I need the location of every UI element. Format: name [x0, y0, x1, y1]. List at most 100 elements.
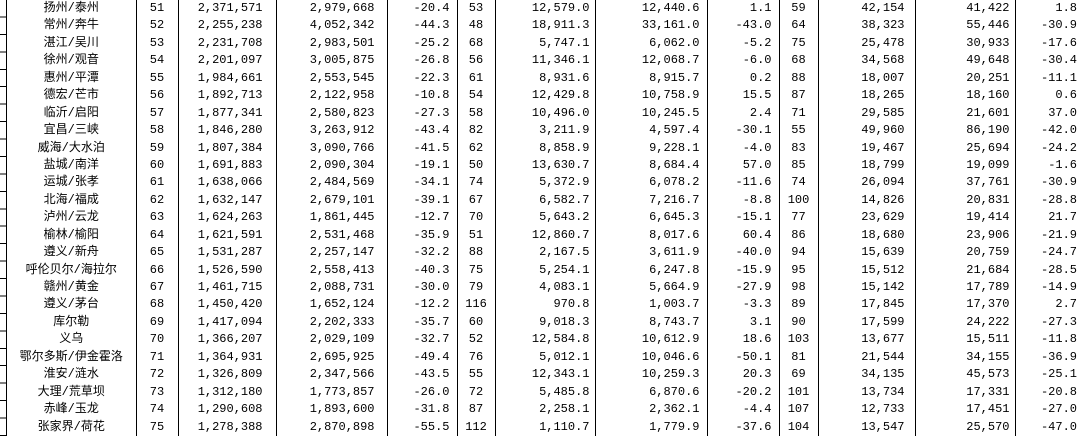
rank-b-cell[interactable]: 55: [457, 366, 496, 384]
metric-a-pct-change-cell[interactable]: -32.2: [387, 244, 458, 262]
rank-a-cell[interactable]: 65: [136, 244, 179, 262]
metric-a-pct-change-cell[interactable]: -32.7: [387, 331, 458, 349]
metric-c-pct-change-cell[interactable]: -47.0: [1040, 419, 1077, 434]
rank-c-cell[interactable]: 74: [779, 174, 819, 192]
metric-c-previous-cell[interactable]: 37,761: [915, 174, 1016, 192]
rank-b-cell[interactable]: 61: [457, 69, 496, 88]
metric-c-pct-change-cell[interactable]: -14.9: [1040, 280, 1077, 294]
metric-b-pct-change-cell[interactable]: -5.2: [707, 34, 780, 53]
rank-b-cell[interactable]: 67: [457, 191, 496, 210]
metric-b-pct-change-cell[interactable]: -40.0: [707, 244, 780, 262]
rank-a-cell[interactable]: 75: [136, 418, 179, 436]
metric-a-pct-change-cell[interactable]: -30.0: [387, 279, 458, 297]
metric-b-current-cell[interactable]: 13,630.7: [495, 156, 596, 175]
metric-a-pct-change-cell[interactable]: -26.0: [387, 383, 458, 402]
metric-a-previous-cell[interactable]: 2,979,668: [276, 0, 388, 18]
metric-c-pct-change-cell[interactable]: -42.0: [1040, 123, 1077, 138]
rank-b-cell[interactable]: 87: [457, 401, 496, 419]
metric-b-pct-change-cell[interactable]: -30.1: [707, 122, 780, 140]
metric-a-previous-cell[interactable]: 2,553,545: [276, 69, 388, 88]
metric-b-current-cell[interactable]: 2,258.1: [495, 401, 596, 419]
rank-b-cell[interactable]: 68: [457, 34, 496, 53]
metric-b-pct-change-cell[interactable]: -37.6: [707, 418, 780, 436]
city-name-cell[interactable]: 徐州/观音: [7, 52, 137, 70]
metric-b-previous-cell[interactable]: 6,645.3: [595, 209, 708, 227]
metric-a-pct-change-cell[interactable]: -43.4: [387, 122, 458, 140]
rank-a-cell[interactable]: 53: [136, 34, 179, 53]
metric-b-previous-cell[interactable]: 8,915.7: [595, 69, 708, 88]
metric-a-current-cell[interactable]: 1,691,883: [178, 156, 277, 175]
metric-c-pct-change-cell[interactable]: 21.7: [1048, 210, 1077, 225]
metric-b-pct-change-cell[interactable]: -43.0: [707, 17, 780, 35]
metric-a-pct-change-cell[interactable]: -22.3: [387, 69, 458, 88]
rank-c-cell[interactable]: 59: [779, 0, 819, 18]
rank-c-cell[interactable]: 87: [779, 87, 819, 105]
metric-a-current-cell[interactable]: 1,312,180: [178, 383, 277, 402]
metric-a-previous-cell[interactable]: 1,861,445: [276, 209, 388, 227]
metric-b-pct-change-cell[interactable]: 0.2: [707, 69, 780, 88]
metric-b-previous-cell[interactable]: 7,216.7: [595, 191, 708, 210]
metric-b-current-cell[interactable]: 9,018.3: [495, 313, 596, 332]
metric-c-pct-change-cell[interactable]: -24.2: [1040, 140, 1077, 155]
rank-a-cell[interactable]: 70: [136, 331, 179, 349]
metric-a-previous-cell[interactable]: 3,090,766: [276, 139, 388, 157]
metric-b-current-cell[interactable]: 1,110.7: [495, 418, 596, 436]
rank-b-cell[interactable]: 74: [457, 174, 496, 192]
city-name-cell[interactable]: 威海/大水泊: [7, 139, 137, 157]
metric-a-current-cell[interactable]: 1,364,931: [178, 348, 277, 367]
metric-a-pct-change-cell[interactable]: -41.5: [387, 139, 458, 157]
city-name-cell[interactable]: 遵义/新舟: [7, 244, 137, 262]
metric-b-pct-change-cell[interactable]: 60.4: [707, 226, 780, 245]
metric-a-pct-change-cell[interactable]: -12.7: [387, 209, 458, 227]
metric-c-current-cell[interactable]: 18,007: [818, 69, 916, 88]
metric-c-previous-cell[interactable]: 25,570: [915, 418, 1016, 436]
metric-c-current-cell[interactable]: 17,599: [818, 313, 916, 332]
rank-b-cell[interactable]: 112: [457, 418, 496, 436]
metric-a-pct-change-cell[interactable]: -35.7: [387, 313, 458, 332]
metric-c-current-cell[interactable]: 21,544: [818, 348, 916, 367]
metric-a-pct-change-cell[interactable]: -40.3: [387, 261, 458, 279]
metric-c-previous-cell[interactable]: 21,601: [915, 104, 1016, 123]
metric-a-previous-cell[interactable]: 2,090,304: [276, 156, 388, 175]
metric-c-previous-cell[interactable]: 55,446: [915, 17, 1016, 35]
metric-a-previous-cell[interactable]: 1,773,857: [276, 383, 388, 402]
rank-c-cell[interactable]: 64: [779, 17, 819, 35]
rank-a-cell[interactable]: 72: [136, 366, 179, 384]
metric-a-previous-cell[interactable]: 1,652,124: [276, 296, 388, 314]
rank-c-cell[interactable]: 104: [779, 418, 819, 436]
rank-b-cell[interactable]: 75: [457, 261, 496, 279]
metric-a-current-cell[interactable]: 1,877,341: [178, 104, 277, 123]
metric-b-pct-change-cell[interactable]: -4.4: [707, 401, 780, 419]
rank-a-cell[interactable]: 60: [136, 156, 179, 175]
rank-a-cell[interactable]: 61: [136, 174, 179, 192]
metric-c-pct-change-cell[interactable]: -24.7: [1040, 245, 1077, 260]
rank-a-cell[interactable]: 57: [136, 104, 179, 123]
rank-a-cell[interactable]: 54: [136, 52, 179, 70]
city-name-cell[interactable]: 张家界/荷花: [7, 418, 137, 436]
metric-b-current-cell[interactable]: 12,429.8: [495, 87, 596, 105]
metric-c-pct-change-cell[interactable]: -30.9: [1040, 175, 1077, 190]
metric-a-previous-cell[interactable]: 2,695,925: [276, 348, 388, 367]
metric-a-previous-cell[interactable]: 2,029,109: [276, 331, 388, 349]
metric-a-previous-cell[interactable]: 2,558,413: [276, 261, 388, 279]
rank-b-cell[interactable]: 70: [457, 209, 496, 227]
metric-b-previous-cell[interactable]: 6,062.0: [595, 34, 708, 53]
metric-a-current-cell[interactable]: 1,326,809: [178, 366, 277, 384]
metric-a-pct-change-cell[interactable]: -12.2: [387, 296, 458, 314]
metric-a-current-cell[interactable]: 1,892,713: [178, 87, 277, 105]
metric-c-previous-cell[interactable]: 34,155: [915, 348, 1016, 367]
metric-a-previous-cell[interactable]: 2,531,468: [276, 226, 388, 245]
metric-b-current-cell[interactable]: 5,012.1: [495, 348, 596, 367]
metric-c-pct-change-cell[interactable]: 2.7: [1055, 297, 1077, 312]
metric-a-current-cell[interactable]: 1,807,384: [178, 139, 277, 157]
metric-c-pct-change-cell[interactable]: -30.4: [1040, 53, 1077, 68]
metric-b-previous-cell[interactable]: 8,684.4: [595, 156, 708, 175]
rank-a-cell[interactable]: 51: [136, 0, 179, 18]
metric-b-current-cell[interactable]: 12,584.8: [495, 331, 596, 349]
metric-b-current-cell[interactable]: 8,931.6: [495, 69, 596, 88]
rank-b-cell[interactable]: 62: [457, 139, 496, 157]
metric-a-current-cell[interactable]: 1,278,388: [178, 418, 277, 436]
metric-a-pct-change-cell[interactable]: -55.5: [387, 418, 458, 436]
metric-c-current-cell[interactable]: 13,677: [818, 331, 916, 349]
metric-a-previous-cell[interactable]: 3,263,912: [276, 122, 388, 140]
